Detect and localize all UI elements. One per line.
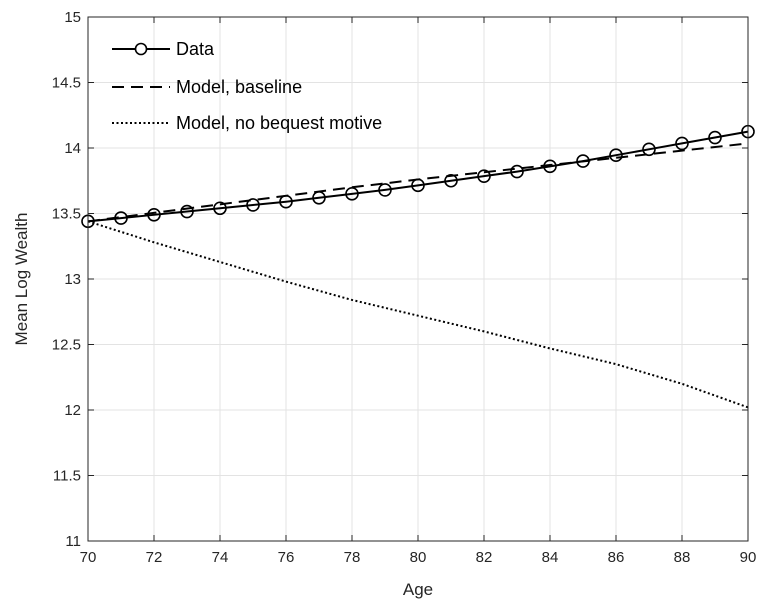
data-point — [147, 208, 161, 222]
series-line-model-no-bequest-motive — [87, 220, 749, 409]
y-tick-label: 12 — [64, 402, 81, 419]
series-line-model-baseline — [87, 142, 749, 223]
series-line-data — [87, 130, 749, 223]
series-model-no-bequest-motive — [87, 220, 749, 409]
x-tick-label: 70 — [80, 549, 97, 566]
data-point — [609, 148, 623, 163]
axis-ticks — [87, 16, 749, 542]
x-tick-label: 74 — [212, 549, 229, 566]
x-tick-labels: 70 72 74 76 78 80 82 84 86 88 90 — [80, 549, 757, 566]
legend-label-model-baseline: Model, baseline — [176, 77, 302, 97]
legend-entry-data: Data — [112, 39, 215, 59]
x-tick-label: 88 — [674, 549, 691, 566]
x-tick-label: 78 — [344, 549, 361, 566]
y-tick-label: 12.5 — [52, 337, 81, 354]
x-tick-label: 80 — [410, 549, 427, 566]
y-tick-label: 11 — [65, 533, 81, 550]
x-tick-label: 76 — [278, 549, 295, 566]
data-point — [708, 130, 722, 145]
x-tick-label: 86 — [608, 549, 625, 566]
y-tick-label: 11.5 — [53, 468, 81, 485]
y-tick-label: 13.5 — [52, 206, 81, 223]
x-tick-label: 84 — [542, 549, 559, 566]
y-tick-label: 14.5 — [52, 75, 81, 92]
series-layer — [81, 124, 755, 409]
data-point — [213, 201, 227, 216]
y-axis-label: Mean Log Wealth — [12, 213, 31, 346]
y-tick-label: 14 — [64, 140, 81, 157]
data-point — [675, 136, 689, 151]
series-model-baseline — [87, 142, 749, 223]
series-data — [81, 124, 755, 229]
data-point — [642, 142, 656, 157]
data-point — [246, 198, 260, 212]
data-point — [477, 169, 491, 183]
legend-entry-model-baseline: Model, baseline — [112, 77, 302, 97]
x-axis-label: Age — [403, 580, 433, 599]
x-tick-label: 72 — [146, 549, 163, 566]
data-point — [444, 173, 458, 188]
x-tick-label: 90 — [740, 549, 757, 566]
legend-label-data: Data — [176, 39, 215, 59]
data-point — [180, 204, 194, 219]
data-point — [510, 164, 524, 179]
data-point — [378, 183, 392, 197]
x-tick-label: 82 — [476, 549, 493, 566]
legend-marker-data — [134, 42, 148, 56]
legend-entry-model-no-bequest: Model, no bequest motive — [112, 113, 382, 133]
y-tick-label: 15 — [64, 9, 81, 26]
legend-label-model-no-bequest: Model, no bequest motive — [176, 113, 382, 133]
y-tick-labels: 11 11.5 12 12.5 13 13.5 14 14.5 15 — [52, 9, 81, 550]
y-tick-label: 13 — [64, 271, 81, 288]
legend: Data Model, baseline Model, no bequest m… — [112, 39, 382, 133]
